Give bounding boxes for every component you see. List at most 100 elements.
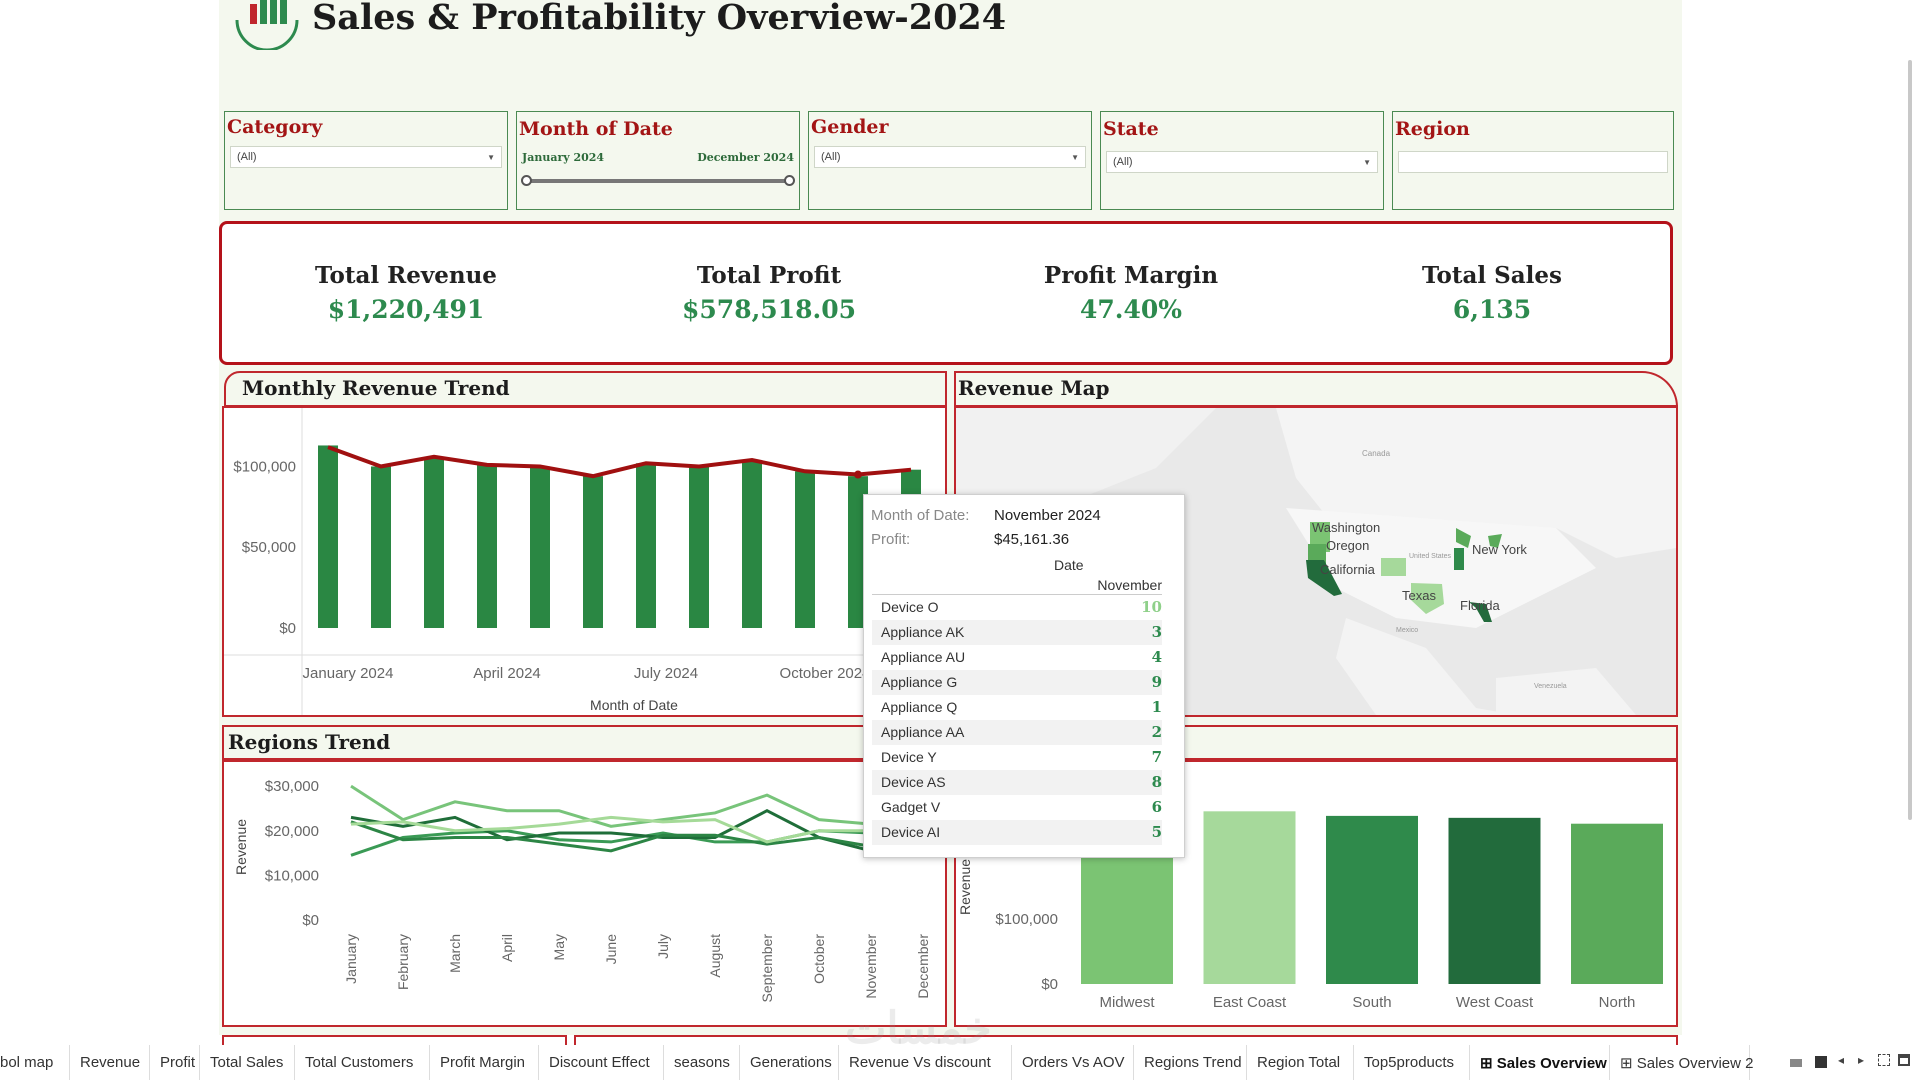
- tab-orders-vs-aov[interactable]: Orders Vs AOV: [1012, 1045, 1134, 1080]
- y-tick-label: $0: [302, 912, 319, 929]
- fullscreen-icon[interactable]: [1878, 1054, 1890, 1066]
- map-label-washington: Washington: [1312, 520, 1380, 535]
- state-dropdown[interactable]: (All) ▼: [1106, 151, 1378, 173]
- tooltip-row-name: Appliance AA: [881, 724, 965, 740]
- header: Sales & Profitability Overview-2024: [232, 0, 1006, 52]
- watermark: خمسات: [845, 1004, 992, 1053]
- prev-sheet-icon[interactable]: ◂: [1838, 1053, 1845, 1067]
- tooltip-col-header: Date: [1054, 557, 1084, 573]
- map-label-united-states: United States: [1409, 553, 1452, 560]
- map-state-illinois[interactable]: [1454, 548, 1464, 570]
- tab-revenue[interactable]: Revenue: [70, 1045, 150, 1080]
- map-label-canada: Canada: [1362, 449, 1391, 458]
- tab-total-customers[interactable]: Total Customers: [295, 1045, 430, 1080]
- x-axis-title: Month of Date: [590, 697, 678, 713]
- month-slider-track[interactable]: [525, 179, 791, 183]
- chart-logo-icon: [232, 0, 302, 52]
- map-label-mexico: Mexico: [1396, 627, 1418, 634]
- x-tick-label: West Coast: [1456, 994, 1534, 1011]
- monthly-revenue-panel: $100,000 $50,000 $0 January 2024 April 2024 J…: [222, 406, 947, 717]
- y-tick-label: $50,000: [242, 539, 296, 556]
- filter-gender: Gender (All) ▼: [808, 111, 1092, 210]
- profit-trend-line: [327, 445, 912, 479]
- map-state-texas[interactable]: [1411, 583, 1444, 614]
- tooltip-profit-value: $45,161.36: [994, 531, 1070, 548]
- x-tick-label: April 2024: [473, 665, 541, 682]
- map-state-florida[interactable]: [1469, 602, 1492, 622]
- tab-label: Sales Overview: [1496, 1055, 1607, 1072]
- map-state-new-york[interactable]: [1488, 534, 1502, 548]
- monthly-revenue-header: Monthly Revenue Trend: [224, 371, 947, 407]
- tab-bol-map[interactable]: bol map: [0, 1045, 70, 1080]
- tab-region-total[interactable]: Region Total: [1247, 1045, 1354, 1080]
- filter-region: Region: [1392, 111, 1674, 210]
- category-dropdown[interactable]: (All) ▼: [230, 146, 502, 168]
- tab-regions-trend[interactable]: Regions Trend: [1134, 1045, 1247, 1080]
- month-end: December 2024: [697, 151, 794, 164]
- filter-state: State (All) ▼: [1100, 111, 1384, 210]
- tab-revenue-vs-discount[interactable]: Revenue Vs discount: [839, 1045, 1012, 1080]
- x-tick-label: East Coast: [1213, 994, 1287, 1011]
- tab-top5products[interactable]: Top5products: [1354, 1045, 1470, 1080]
- tab-label: Top5products: [1364, 1054, 1455, 1071]
- dashboard-tab-icon: ⊞: [1480, 1055, 1497, 1072]
- filter-gender-label: Gender: [811, 116, 889, 138]
- filmstrip-icon[interactable]: [1790, 1059, 1802, 1067]
- map-label-venezuela: Venezuela: [1534, 683, 1567, 690]
- tooltip-row-value: 8: [1151, 773, 1162, 791]
- tab-generations[interactable]: Generations: [740, 1045, 839, 1080]
- bar-october-2024: [795, 471, 815, 628]
- tab-label: seasons: [674, 1054, 730, 1071]
- tab-sales-overview[interactable]: ⊞ Sales Overview: [1470, 1045, 1610, 1080]
- chevron-down-icon: ▼: [1071, 153, 1079, 162]
- next-sheet-icon[interactable]: ▸: [1858, 1053, 1865, 1067]
- tab-profit[interactable]: Profit: [150, 1045, 200, 1080]
- tab-discount-effect[interactable]: Discount Effect: [539, 1045, 664, 1080]
- tab-label: Orders Vs AOV: [1022, 1054, 1125, 1071]
- filter-category: Category (All) ▼: [224, 111, 508, 210]
- tab-label: Revenue Vs discount: [849, 1054, 991, 1071]
- tab-sales-overview-2[interactable]: ⊞ Sales Overview 2: [1610, 1045, 1753, 1080]
- kpi-label: Total Sales: [1422, 262, 1562, 289]
- kpi-panel: Total Revenue $1,220,491 Total Profit $5…: [219, 221, 1673, 365]
- map-state-michigan[interactable]: [1456, 528, 1471, 548]
- tab-seasons[interactable]: seasons: [664, 1045, 740, 1080]
- bar-north: [1571, 823, 1663, 984]
- filter-month: Month of Date January 2024 December 2024: [516, 111, 800, 210]
- tooltip-row: Appliance AA 2: [872, 720, 1162, 745]
- region-total-panel: Revenue $100,000 $0 Midwest East Coast South W…: [954, 760, 1678, 1027]
- bar-south: [1326, 815, 1418, 984]
- map-state-california[interactable]: [1306, 560, 1342, 596]
- tooltip-col-sub: November: [1097, 577, 1162, 593]
- map-label-texas: Texas: [1402, 588, 1436, 603]
- month-slider-start-handle[interactable]: [521, 175, 532, 186]
- region-series-line-3: [350, 820, 924, 853]
- tooltip-row: Device Y 7: [872, 745, 1162, 770]
- y-tick-label: $30,000: [265, 778, 319, 795]
- tooltip-row-value: 5: [1151, 823, 1162, 841]
- tooltip-row: Device O 10: [872, 595, 1162, 620]
- map-state-kansas[interactable]: [1381, 558, 1406, 576]
- present-icon[interactable]: [1898, 1054, 1910, 1066]
- tab-label: Total Customers: [305, 1054, 414, 1071]
- bar-august-2024: [689, 466, 709, 628]
- y-tick-label: $100,000: [233, 458, 296, 475]
- x-tick-label: March: [447, 934, 463, 973]
- region-input[interactable]: [1398, 151, 1668, 173]
- tooltip-row-value: 7: [1151, 748, 1162, 766]
- tab-total-sales[interactable]: Total Sales: [200, 1045, 295, 1080]
- chevron-down-icon: ▼: [487, 153, 495, 162]
- tab-profit-margin[interactable]: Profit Margin: [430, 1045, 539, 1080]
- bar-september-2024: [742, 460, 762, 628]
- grid-view-icon[interactable]: [1815, 1056, 1827, 1068]
- kpi-total-sales: Total Sales 6,135: [1342, 262, 1642, 324]
- tab-label: Generations: [750, 1054, 832, 1071]
- bar-may-2024: [530, 466, 550, 628]
- vertical-scrollbar[interactable]: [1908, 60, 1912, 820]
- month-slider-end-handle[interactable]: [784, 175, 795, 186]
- filter-state-label: State: [1103, 118, 1159, 140]
- tooltip: Month of Date: November 2024 Profit: $45…: [863, 494, 1185, 858]
- gender-dropdown[interactable]: (All) ▼: [814, 146, 1086, 168]
- tooltip-row: Appliance AU 4: [872, 645, 1162, 670]
- tab-label: Revenue: [80, 1054, 141, 1071]
